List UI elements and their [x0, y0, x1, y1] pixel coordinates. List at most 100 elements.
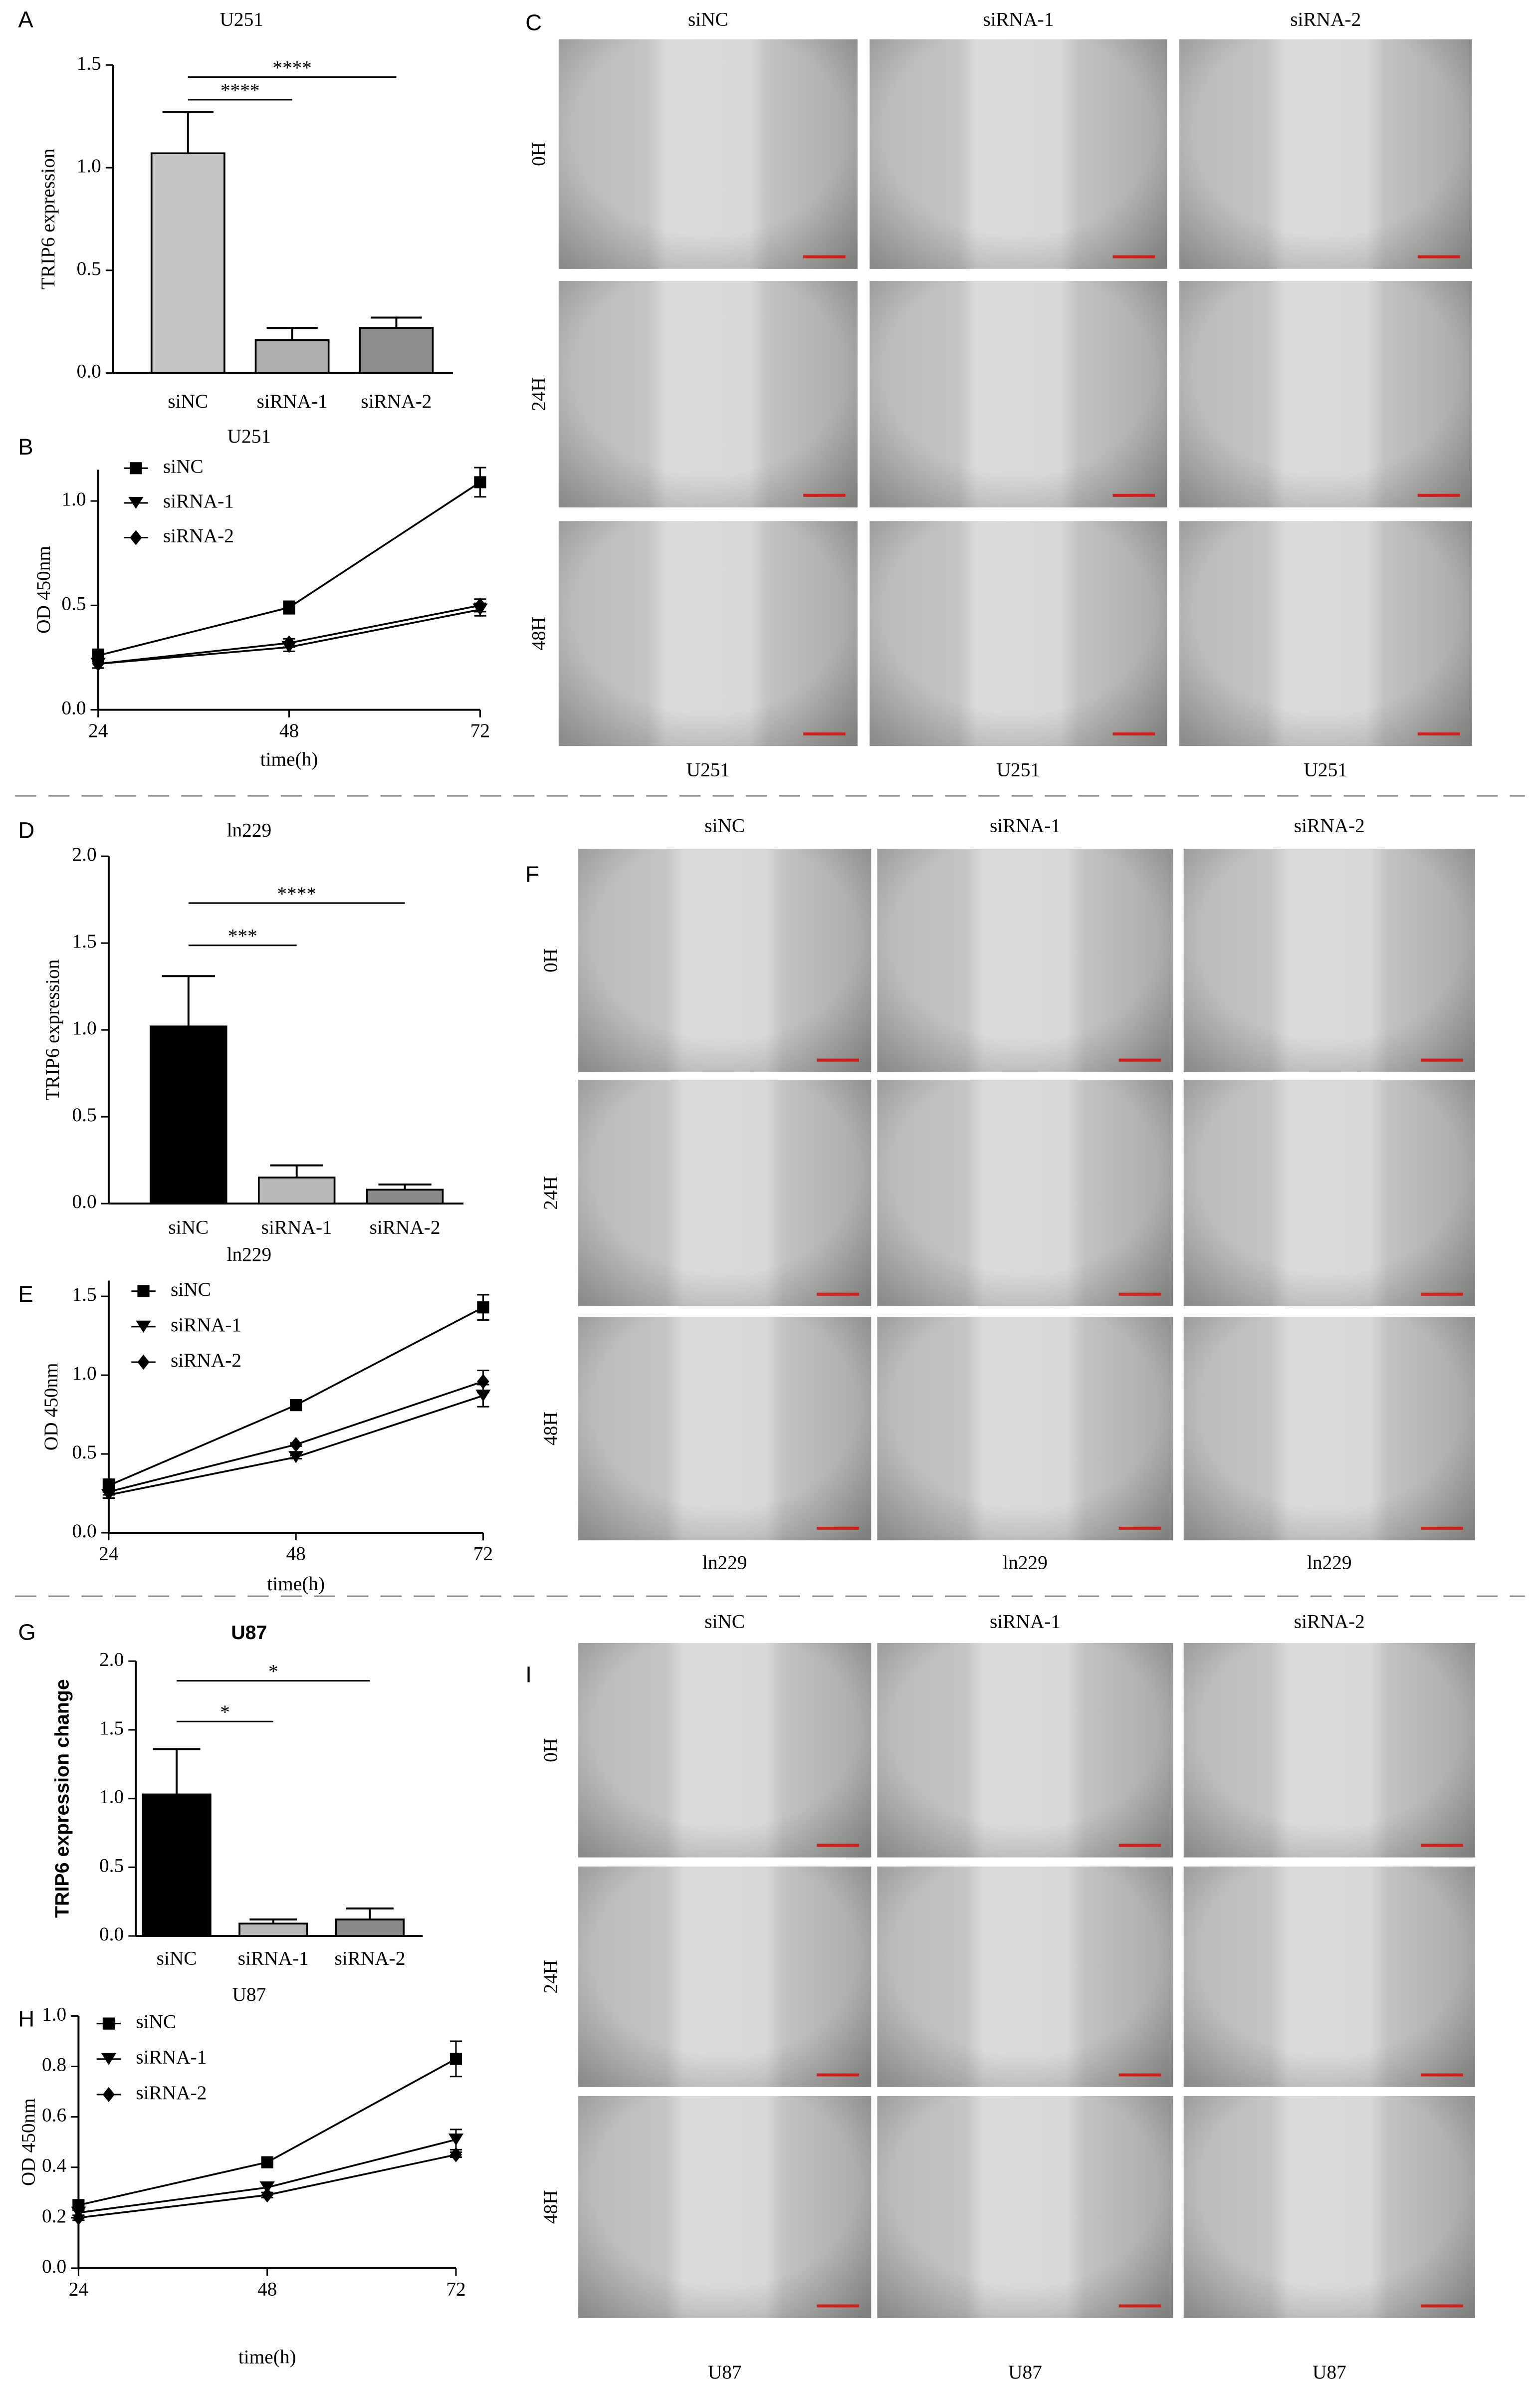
- y-axis-label: TRIP6 expression change: [51, 1679, 73, 1918]
- significance-label: *: [268, 1660, 278, 1682]
- caption: ln229: [1307, 1552, 1352, 1574]
- y-tick-label: 1.0: [72, 1017, 97, 1039]
- vignette: [578, 2096, 872, 2318]
- x-tick-label: 48: [257, 2278, 277, 2300]
- chart-title: ln229: [227, 819, 272, 841]
- vignette: [1183, 1317, 1475, 1541]
- legend-label: siRNA-1: [171, 1314, 241, 1336]
- x-axis-label: time(h): [238, 2346, 296, 2368]
- column-label: siRNA-2: [1290, 8, 1361, 30]
- legend-label: siNC: [163, 455, 204, 477]
- y-tick-label: 0.5: [77, 257, 101, 279]
- vignette: [1183, 1866, 1475, 2087]
- significance-label: ****: [277, 883, 316, 905]
- y-axis-label: OD 450nm: [32, 546, 54, 634]
- y-tick-label: 0.5: [72, 1441, 97, 1463]
- x-tick-label: 48: [279, 719, 299, 741]
- x-axis-label: time(h): [267, 1573, 325, 1595]
- y-tick-label: 0.5: [72, 1104, 97, 1126]
- panel-letter: H: [18, 2006, 34, 2032]
- y-tick-label: 0.5: [61, 592, 86, 614]
- marker: [102, 1484, 115, 1499]
- y-tick-label: 1.5: [72, 1283, 97, 1305]
- y-tick-label: 1.0: [42, 2003, 66, 2025]
- y-tick-label: 0.6: [42, 2104, 66, 2126]
- bar: [254, 339, 330, 374]
- x-tick-label: 72: [470, 719, 490, 741]
- significance-label: ****: [220, 79, 260, 101]
- vignette: [1179, 39, 1472, 269]
- legend-label: siRNA-1: [136, 2046, 207, 2068]
- row-label: 48H: [528, 617, 550, 651]
- bar: [366, 1189, 444, 1205]
- legend-label: siNC: [171, 1278, 211, 1300]
- legend-label: siRNA-2: [163, 525, 234, 547]
- bar: [359, 327, 434, 374]
- panel-letter: D: [18, 818, 34, 843]
- y-tick-label: 0.0: [61, 697, 86, 719]
- y-tick-label: 0.5: [99, 1854, 124, 1876]
- vignette: [1183, 848, 1475, 1072]
- column-label: siNC: [688, 8, 728, 30]
- marker: [137, 1285, 150, 1297]
- vignette: [578, 1317, 872, 1541]
- panel-letter: C: [525, 10, 542, 35]
- y-axis-label: TRIP6 expression: [37, 148, 59, 289]
- series-line: [98, 481, 481, 657]
- vignette: [877, 848, 1173, 1072]
- vignette: [1183, 2096, 1475, 2318]
- row-label: 24H: [540, 1960, 562, 1994]
- vignette: [877, 1866, 1173, 2087]
- x-tick-label: siRNA-2: [370, 1216, 440, 1238]
- y-tick-label: 0.0: [72, 1191, 97, 1212]
- chart-title: U87: [232, 1983, 266, 2005]
- vignette: [870, 281, 1167, 508]
- x-axis-label: time(h): [260, 748, 318, 770]
- bar: [150, 1025, 227, 1205]
- marker: [130, 462, 142, 475]
- x-tick-label: 24: [88, 719, 108, 741]
- significance-label: ****: [272, 56, 312, 78]
- bar: [257, 1177, 336, 1205]
- y-tick-label: 0.2: [42, 2205, 66, 2227]
- row-label: 0H: [540, 949, 562, 972]
- marker: [136, 1320, 151, 1333]
- bar: [150, 152, 225, 374]
- y-tick-label: 2.0: [99, 1648, 124, 1670]
- vignette: [1179, 521, 1472, 746]
- y-tick-label: 1.0: [77, 155, 101, 177]
- y-axis-label: OD 450nm: [17, 2098, 39, 2186]
- caption: U251: [1304, 759, 1347, 781]
- vignette: [877, 1080, 1173, 1307]
- caption: U87: [708, 2361, 742, 2383]
- row-label: 0H: [528, 142, 550, 166]
- vignette: [558, 521, 858, 746]
- column-label: siRNA-1: [983, 8, 1054, 30]
- column-label: siNC: [704, 815, 745, 837]
- vignette: [1179, 281, 1472, 508]
- row-label: 24H: [528, 377, 550, 411]
- vignette: [578, 848, 872, 1072]
- marker: [101, 2053, 117, 2065]
- column-label: siRNA-1: [990, 815, 1061, 837]
- y-tick-label: 0.8: [42, 2054, 66, 2076]
- significance-label: *: [220, 1701, 230, 1723]
- panel-letter: B: [18, 434, 33, 460]
- caption: U87: [1008, 2361, 1042, 2383]
- row-label: 48H: [540, 2190, 562, 2224]
- panel-letter: F: [525, 861, 539, 887]
- panel-letter: I: [525, 1662, 532, 1687]
- marker: [261, 2156, 273, 2168]
- marker: [474, 476, 486, 488]
- vignette: [870, 39, 1167, 269]
- panel-letter: E: [18, 1281, 33, 1307]
- vignette: [558, 281, 858, 508]
- vignette: [870, 521, 1167, 746]
- x-tick-label: 24: [99, 1542, 119, 1564]
- vignette: [1183, 1080, 1475, 1307]
- marker: [288, 1451, 304, 1463]
- bar: [238, 1922, 308, 1937]
- caption: U251: [686, 759, 730, 781]
- bar: [335, 1918, 405, 1937]
